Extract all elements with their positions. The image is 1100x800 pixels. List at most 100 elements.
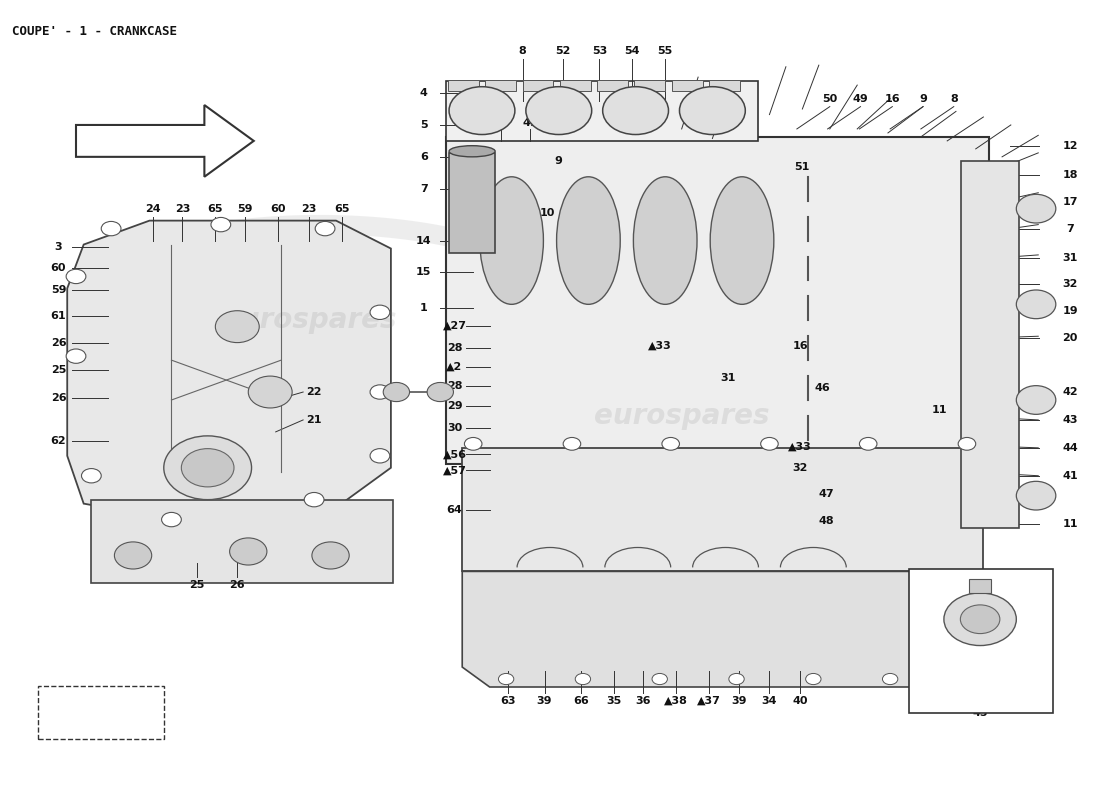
Circle shape	[464, 438, 482, 450]
Text: 11: 11	[1063, 518, 1078, 529]
FancyBboxPatch shape	[446, 81, 759, 141]
Text: eurospares: eurospares	[594, 402, 769, 430]
Text: 64: 64	[447, 505, 462, 515]
Text: 16: 16	[792, 341, 808, 350]
Text: ▲33: ▲33	[648, 341, 672, 350]
Circle shape	[958, 438, 976, 450]
Text: 50: 50	[822, 94, 837, 104]
Circle shape	[1016, 482, 1056, 510]
Text: 59: 59	[238, 204, 253, 214]
Text: ▲38: ▲38	[664, 695, 689, 706]
Text: 30: 30	[447, 423, 462, 433]
Text: eurospares: eurospares	[221, 306, 396, 334]
FancyBboxPatch shape	[961, 161, 1019, 527]
Circle shape	[230, 538, 267, 565]
FancyBboxPatch shape	[909, 569, 1053, 714]
Text: 23: 23	[175, 204, 190, 214]
Circle shape	[959, 674, 975, 685]
Text: ▲33: ▲33	[789, 442, 812, 451]
Bar	[449, 153, 495, 253]
Bar	[597, 80, 628, 90]
Circle shape	[164, 436, 252, 500]
Text: 53: 53	[592, 46, 607, 56]
FancyBboxPatch shape	[37, 686, 164, 739]
Circle shape	[211, 218, 231, 232]
Circle shape	[66, 270, 86, 284]
Text: 36: 36	[636, 695, 651, 706]
Circle shape	[449, 86, 515, 134]
Text: USA-CDN: USA-CDN	[957, 678, 1003, 687]
Polygon shape	[76, 105, 254, 177]
Text: 9: 9	[554, 156, 563, 166]
Text: ▲56: ▲56	[442, 450, 466, 459]
Text: 31: 31	[1063, 253, 1078, 263]
Ellipse shape	[634, 177, 697, 304]
Circle shape	[370, 385, 389, 399]
Text: 50: 50	[493, 118, 508, 127]
Text: 18: 18	[1063, 170, 1078, 180]
Circle shape	[182, 449, 234, 487]
Text: 23: 23	[301, 204, 317, 214]
Circle shape	[305, 493, 324, 507]
Circle shape	[805, 674, 821, 685]
Text: 24: 24	[145, 204, 161, 214]
Text: 32: 32	[792, 462, 807, 473]
Text: 4: 4	[420, 88, 428, 98]
Text: 66: 66	[573, 695, 588, 706]
Text: ▲27: ▲27	[442, 321, 466, 331]
Circle shape	[427, 382, 453, 402]
Text: 51: 51	[794, 162, 810, 172]
Circle shape	[66, 349, 86, 363]
Circle shape	[101, 222, 121, 236]
Text: 65: 65	[333, 204, 350, 214]
Text: 63: 63	[500, 695, 516, 706]
Circle shape	[563, 438, 581, 450]
Text: 8: 8	[950, 94, 958, 104]
Bar	[672, 80, 703, 90]
Text: 34: 34	[761, 695, 778, 706]
Circle shape	[729, 674, 745, 685]
Ellipse shape	[711, 177, 773, 304]
Text: COUPE' - 1 - CRANKCASE: COUPE' - 1 - CRANKCASE	[12, 26, 177, 38]
Circle shape	[114, 542, 152, 569]
Text: 16: 16	[884, 94, 900, 104]
Circle shape	[216, 310, 260, 342]
Text: 47: 47	[818, 489, 834, 499]
Circle shape	[1016, 290, 1056, 318]
Text: 13: 13	[504, 208, 519, 218]
Circle shape	[882, 674, 898, 685]
Circle shape	[603, 86, 669, 134]
Text: 26: 26	[51, 338, 66, 347]
Text: 52: 52	[556, 46, 571, 56]
Ellipse shape	[449, 146, 495, 157]
Bar	[522, 80, 553, 90]
Text: 25: 25	[51, 365, 66, 374]
Text: 62: 62	[51, 437, 66, 446]
Text: 21: 21	[306, 415, 322, 425]
Text: 28: 28	[447, 381, 462, 390]
Text: 28: 28	[447, 343, 462, 353]
Circle shape	[316, 222, 334, 236]
Text: 60: 60	[51, 263, 66, 274]
Text: 25: 25	[189, 580, 205, 590]
Text: 8: 8	[519, 46, 527, 56]
Text: 44: 44	[1063, 443, 1078, 453]
Text: 42: 42	[1063, 387, 1078, 397]
Circle shape	[312, 542, 349, 569]
Circle shape	[575, 674, 591, 685]
Text: ▲37: ▲37	[697, 695, 720, 706]
Text: 31: 31	[720, 373, 736, 382]
Text: 26: 26	[230, 580, 245, 590]
Text: 10: 10	[540, 208, 556, 218]
Text: 14: 14	[416, 235, 431, 246]
Circle shape	[1016, 386, 1056, 414]
Circle shape	[960, 605, 1000, 634]
Circle shape	[662, 438, 680, 450]
Circle shape	[1016, 194, 1056, 223]
Text: 39: 39	[537, 695, 552, 706]
Text: 61: 61	[51, 311, 66, 322]
Circle shape	[526, 86, 592, 134]
Text: 65: 65	[208, 204, 223, 214]
Text: 49: 49	[522, 118, 538, 127]
Bar	[635, 80, 666, 90]
